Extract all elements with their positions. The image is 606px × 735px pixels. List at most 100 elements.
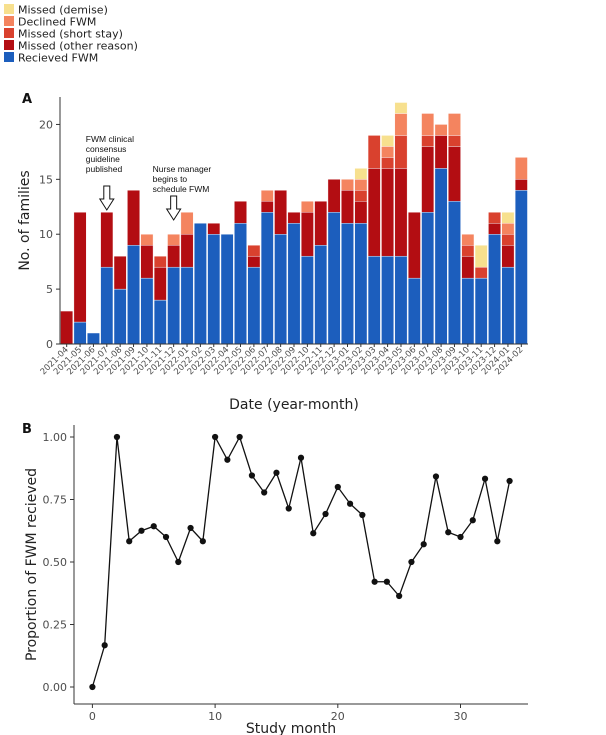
bar-segment-received-2022-10 xyxy=(301,255,314,345)
bar-segment-received-2021-12 xyxy=(167,266,181,345)
legend-label-5: Recieved FWM xyxy=(18,52,98,65)
y-tick-label-a-0: 0 xyxy=(46,338,53,351)
bar-segment-received-2023-05 xyxy=(394,255,408,345)
bar-segment-received-2023-09 xyxy=(448,201,461,345)
bar-segment-missed_short-2023-03 xyxy=(367,135,381,169)
bar-segment-missed_other-2022-03 xyxy=(207,223,221,235)
data-point-month-34 xyxy=(506,477,513,485)
bar-segment-declined-2024-02 xyxy=(514,157,528,180)
x-tick-label-b-10: 10 xyxy=(208,710,222,723)
panel-label-b: B xyxy=(22,422,32,437)
bar-segment-received-2023-02 xyxy=(354,223,368,345)
bar-segment-received-2023-01 xyxy=(341,223,354,345)
bar-segment-received-2022-06 xyxy=(247,266,261,345)
bar-segment-missed_other-2023-01 xyxy=(341,190,354,224)
data-point-month-26 xyxy=(408,558,415,566)
y-tick-label-a-10: 10 xyxy=(39,228,53,241)
bar-segment-missed_other-2022-12 xyxy=(327,179,341,213)
bar-segment-missed_other-2023-05 xyxy=(394,168,408,257)
bar-segment-missed_other-2022-06 xyxy=(247,255,261,268)
bar-segment-missed_demise-2023-11 xyxy=(474,244,488,268)
bar-segment-missed_short-2023-11 xyxy=(474,266,488,279)
bar-segment-received-2022-04 xyxy=(220,234,234,345)
data-point-month-19 xyxy=(322,510,329,518)
bar-segment-missed_other-2024-02 xyxy=(514,179,528,191)
x-tick-label-b-20: 20 xyxy=(331,710,345,723)
bar-segment-declined-2021-10 xyxy=(140,234,154,246)
y-axis-title-a: No. of families xyxy=(17,170,33,270)
data-point-month-31 xyxy=(469,517,476,524)
bar-segment-declined-2024-01 xyxy=(501,223,515,235)
bar-segment-missed_short-2023-05 xyxy=(394,135,408,169)
bar-segment-received-2021-06 xyxy=(87,332,100,345)
bar-segment-missed_other-2023-04 xyxy=(381,168,394,257)
bar-segment-missed_short-2023-02 xyxy=(354,190,368,202)
bar-segment-received-2023-08 xyxy=(434,168,448,345)
bar-segment-missed_other-2023-07 xyxy=(421,146,435,213)
data-point-month-20 xyxy=(334,483,341,491)
data-point-month-25 xyxy=(396,592,403,600)
bar-segment-declined-2022-07 xyxy=(260,190,274,202)
bar-segment-missed_other-2021-10 xyxy=(140,244,154,279)
bar-segment-missed_other-2022-05 xyxy=(234,201,247,224)
bar-segment-received-2021-10 xyxy=(140,277,154,345)
bar-segment-declined-2023-07 xyxy=(421,113,435,136)
bar-segment-missed_other-2023-03 xyxy=(367,168,381,257)
legend-swatch-3 xyxy=(4,28,14,38)
bar-segment-missed_other-2021-09 xyxy=(127,190,140,246)
legend-swatch-5 xyxy=(4,52,14,62)
bar-segment-missed_other-2021-08 xyxy=(113,255,127,290)
bar-segment-received-2022-08 xyxy=(274,234,287,345)
data-point-month-32 xyxy=(481,475,489,482)
annotation-arrow-1 xyxy=(98,185,115,211)
annotation-2-line-2: begins to xyxy=(153,174,188,184)
data-point-month-24 xyxy=(383,578,390,585)
annotation-1-line-2: consensus xyxy=(86,144,127,154)
data-point-month-0 xyxy=(89,683,96,691)
bar-segment-missed_short-2023-07 xyxy=(421,135,435,147)
data-point-month-9 xyxy=(199,538,206,545)
data-point-month-17 xyxy=(297,454,305,461)
bar-segment-received-2022-05 xyxy=(234,223,247,345)
legend-swatch-4 xyxy=(4,40,14,50)
bar-segment-received-2021-07 xyxy=(100,266,114,345)
annotation-arrow-2 xyxy=(165,195,182,221)
data-point-month-7 xyxy=(175,558,182,566)
data-point-month-28 xyxy=(432,473,440,480)
bar-segment-missed_other-2021-04 xyxy=(60,310,74,345)
bar-segment-missed_short-2023-04 xyxy=(381,157,394,169)
bar-segment-missed_other-2023-12 xyxy=(488,223,501,235)
bar-segment-missed_other-2021-07 xyxy=(100,212,114,268)
bar-segment-declined-2023-02 xyxy=(354,179,368,191)
data-point-month-27 xyxy=(420,541,427,548)
y-tick-label-b-2: 0.50 xyxy=(43,556,68,569)
bar-segment-declined-2021-12 xyxy=(167,234,181,246)
annotation-1-line-3: guideline xyxy=(86,154,120,164)
bar-segment-received-2023-06 xyxy=(407,277,421,345)
bar-segment-received-2021-09 xyxy=(127,244,140,345)
data-point-month-29 xyxy=(445,529,452,536)
annotation-2-line-1: Nurse manager xyxy=(153,164,212,174)
bar-segment-missed_other-2022-08 xyxy=(274,190,287,235)
bar-segment-missed_short-2024-01 xyxy=(501,234,515,246)
y-tick-label-b-4: 1.00 xyxy=(43,431,68,444)
panel-label-a: A xyxy=(22,92,32,107)
data-point-month-18 xyxy=(310,530,317,537)
legend-swatch-1 xyxy=(4,4,14,14)
bar-segment-missed_other-2021-11 xyxy=(153,266,167,301)
data-point-month-23 xyxy=(371,578,378,585)
y-tick-label-a-5: 5 xyxy=(46,283,53,296)
y-tick-label-a-15: 15 xyxy=(39,173,53,186)
x-axis-title-a: Date (year-month) xyxy=(229,397,359,413)
legend-label-2: Declined FWM xyxy=(18,16,96,29)
y-tick-label-b-0: 0.00 xyxy=(43,681,68,694)
bar-segment-declined-2022-01 xyxy=(180,212,194,235)
bar-segment-missed_other-2022-10 xyxy=(301,212,314,257)
legend-label-1: Missed (demise) xyxy=(18,4,108,17)
bar-segment-missed_other-2023-02 xyxy=(354,201,368,224)
x-tick-label-b-0: 0 xyxy=(89,710,96,723)
bar-segment-declined-2022-10 xyxy=(301,201,314,213)
data-point-month-2 xyxy=(113,433,121,441)
